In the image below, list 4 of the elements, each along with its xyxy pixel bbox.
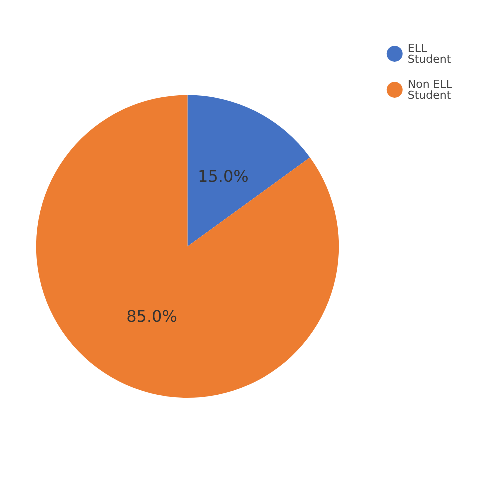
legend-label: Non ELL Student (408, 78, 456, 102)
data-label: 85.0% (126, 307, 178, 326)
data-label: 15.0% (198, 167, 249, 186)
legend-label: ELL Student (408, 42, 452, 66)
